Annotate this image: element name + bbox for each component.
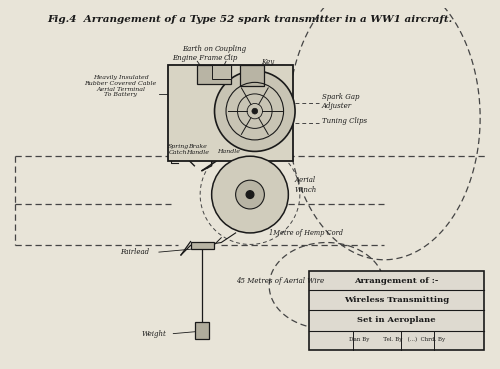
Bar	[196, 322, 209, 339]
Text: Spark Gap
Adjuster: Spark Gap Adjuster	[322, 93, 360, 110]
Bar	[168, 65, 293, 161]
Text: Set in Aeroplane: Set in Aeroplane	[358, 316, 436, 324]
Circle shape	[236, 180, 264, 209]
Bar	[190, 242, 214, 249]
Text: Wireless Transmitting: Wireless Transmitting	[344, 296, 450, 304]
Text: Tuning Clips: Tuning Clips	[322, 117, 367, 125]
Text: Dan By        Tel. By   (...)  Chrd. By: Dan By Tel. By (...) Chrd. By	[348, 337, 445, 342]
Bar	[310, 271, 484, 350]
Text: 45 Metres of Aerial Wire: 45 Metres of Aerial Wire	[236, 277, 324, 285]
Text: Weight: Weight	[142, 330, 167, 338]
Text: Earth on
Engine Frame: Earth on Engine Frame	[172, 45, 222, 62]
Circle shape	[212, 156, 288, 233]
Text: Coupling
Clip: Coupling Clip	[215, 45, 247, 62]
Text: Heavily Insulated
Rubber Covered Cable
Aerial Terminal
To Battery: Heavily Insulated Rubber Covered Cable A…	[84, 75, 156, 97]
Bar	[198, 65, 231, 84]
Text: Handle: Handle	[218, 149, 240, 154]
Bar	[212, 65, 231, 79]
Text: Arrangement of :-: Arrangement of :-	[354, 277, 439, 285]
Circle shape	[214, 71, 295, 151]
Text: Aerial
Winch: Aerial Winch	[294, 176, 316, 194]
Text: Spring
Catch: Spring Catch	[168, 144, 188, 155]
Circle shape	[246, 191, 254, 199]
Text: Fairlead: Fairlead	[120, 248, 150, 256]
Text: Fig.4  Arrangement of a Type 52 spark transmitter in a WW1 aircraft.: Fig.4 Arrangement of a Type 52 spark tra…	[48, 15, 452, 24]
Bar	[240, 65, 264, 86]
Text: Brake
Handle: Brake Handle	[186, 144, 209, 155]
Circle shape	[252, 108, 258, 114]
Text: 1Metre of Hemp Cord: 1Metre of Hemp Cord	[269, 229, 343, 237]
Text: Key: Key	[260, 58, 274, 66]
